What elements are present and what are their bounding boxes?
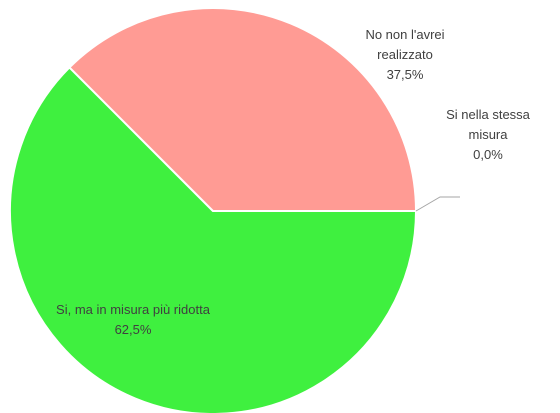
pie-slice: [68, 7, 418, 212]
data-label: Si, ma in misura più ridotta 62,5%: [43, 300, 223, 340]
label-name: Si nella stessa misura: [446, 107, 530, 142]
pie-slice: [9, 66, 418, 413]
label-value: 62,5%: [114, 322, 152, 337]
label-name: No non l'avrei realizzato: [365, 27, 445, 62]
label-name: Si, ma in misura più ridotta: [56, 302, 210, 317]
label-value: 37,5%: [386, 67, 424, 82]
data-label: Si nella stessa misura 0,0%: [413, 105, 560, 165]
label-value: 0,0%: [473, 147, 503, 162]
data-label: No non l'avrei realizzato 37,5%: [335, 25, 475, 85]
leader-line: [415, 196, 460, 212]
